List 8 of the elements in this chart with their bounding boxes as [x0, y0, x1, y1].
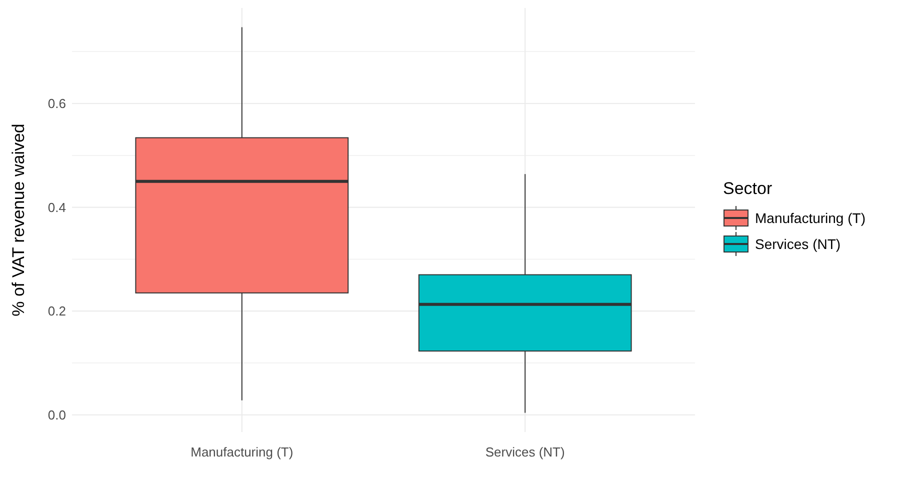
- legend-title: Sector: [723, 178, 772, 198]
- legend-label: Services (NT): [755, 236, 841, 252]
- y-axis-title: % of VAT revenue waived: [9, 124, 28, 316]
- y-tick-label: 0.4: [48, 200, 66, 215]
- legend-label: Manufacturing (T): [755, 210, 866, 226]
- y-tick-label: 0.6: [48, 96, 66, 112]
- y-tick-label: 0.2: [48, 304, 66, 319]
- y-tick-label: 0.0: [48, 407, 66, 422]
